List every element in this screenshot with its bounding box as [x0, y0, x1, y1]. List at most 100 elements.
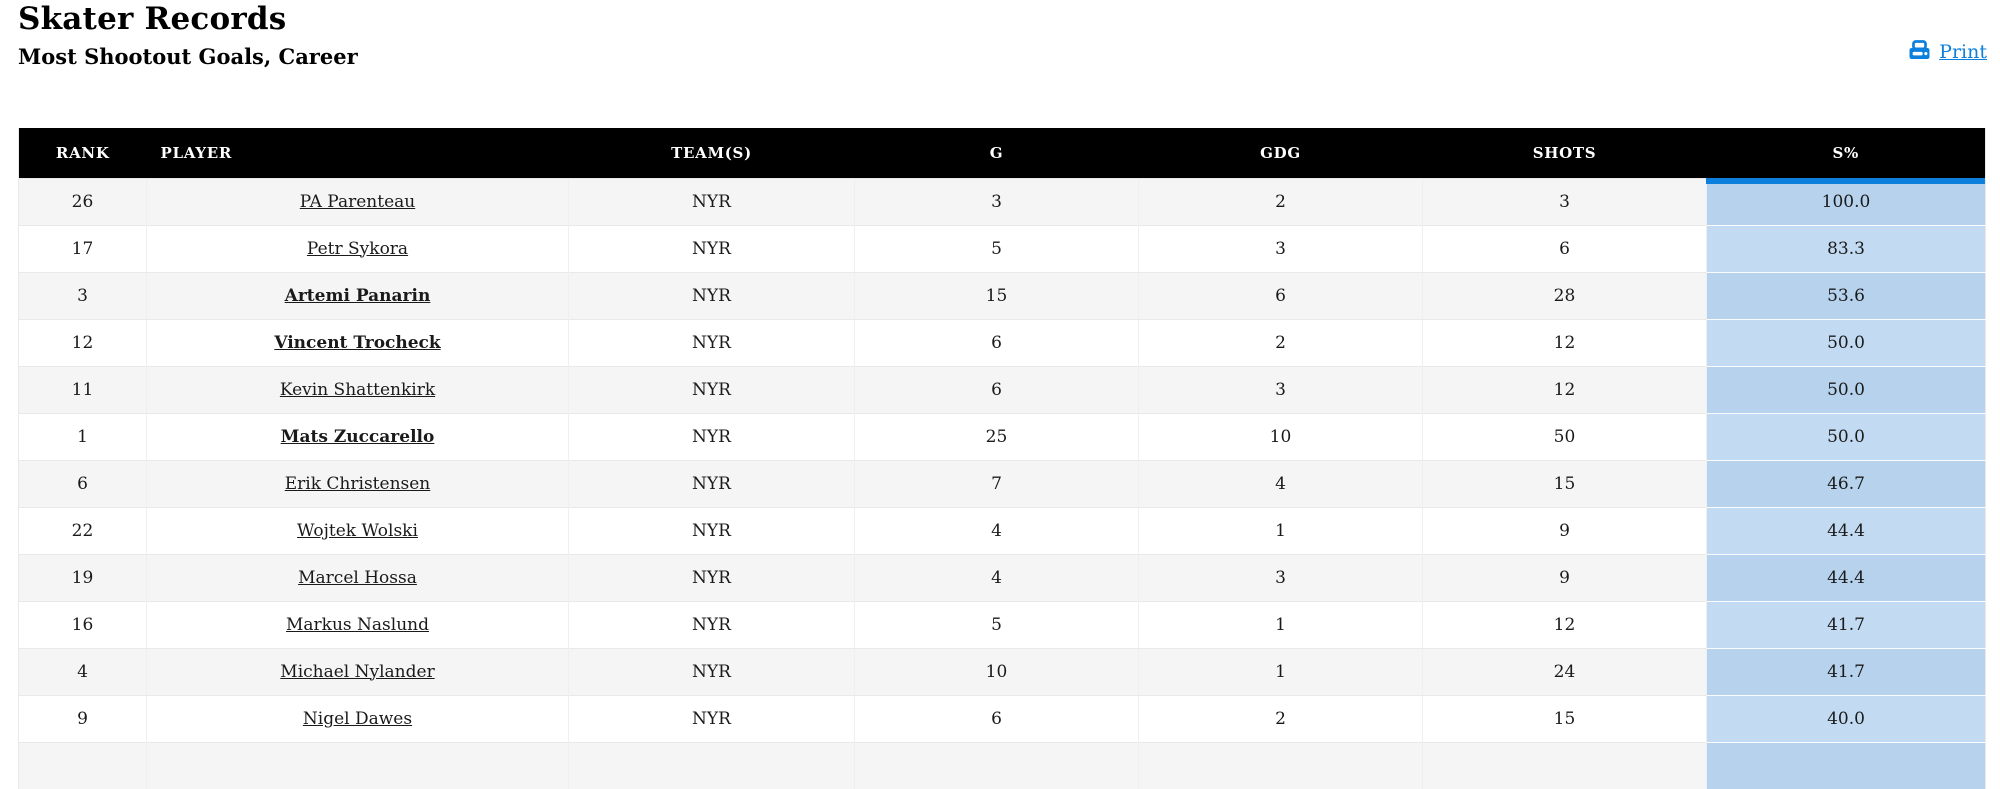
cell-shots: 6 — [1422, 224, 1707, 272]
cell-team: NYR — [568, 459, 855, 507]
table-row: 19 Marcel Hossa NYR 4 3 9 44.4 — [18, 553, 1986, 601]
player-link[interactable]: PA Parenteau — [299, 191, 416, 212]
cell-gdg: 6 — [1138, 271, 1423, 319]
cell-team: NYR — [568, 271, 855, 319]
table-row: 11 Kevin Shattenkirk NYR 6 3 12 50.0 — [18, 365, 1986, 413]
stats-table-container: RANK PLAYER TEAM(S) G GDG SHOTS S% 26 PA … — [18, 128, 1986, 789]
table-row: 22 Wojtek Wolski NYR 4 1 9 44.4 — [18, 506, 1986, 554]
cell-shots: 24 — [1422, 647, 1707, 695]
column-header-player[interactable]: PLAYER — [146, 128, 569, 178]
cell-rank: 22 — [18, 506, 147, 554]
cell-g: 5 — [854, 600, 1139, 648]
table-row: 17 Petr Sykora NYR 5 3 6 83.3 — [18, 224, 1986, 272]
cell-shots: 9 — [1422, 506, 1707, 554]
cell-player: Kevin Shattenkirk — [146, 365, 569, 413]
table-row: 1 Mats Zuccarello NYR 25 10 50 50.0 — [18, 412, 1986, 460]
cell-player: Nigel Dawes — [146, 694, 569, 742]
cell-shots: 15 — [1422, 459, 1707, 507]
cell-s-pct: 44.4 — [1706, 553, 1986, 601]
cell-s-pct: 50.0 — [1706, 318, 1986, 366]
cell-team: NYR — [568, 694, 855, 742]
cell-team: NYR — [568, 365, 855, 413]
column-header-spct[interactable]: S% — [1706, 128, 1986, 178]
cell-gdg: 3 — [1138, 553, 1423, 601]
player-link[interactable]: Mats Zuccarello — [280, 426, 435, 447]
cell-rank: 4 — [18, 647, 147, 695]
cell-player: Petr Sykora — [146, 224, 569, 272]
player-link[interactable]: Wojtek Wolski — [297, 520, 418, 541]
cell-gdg: 3 — [1138, 224, 1423, 272]
cell-g: 6 — [854, 365, 1139, 413]
cell-s-pct: 46.7 — [1706, 459, 1986, 507]
cell-team: NYR — [568, 412, 855, 460]
cell-player: PA Parenteau — [146, 177, 569, 225]
cell-gdg: 1 — [1138, 506, 1423, 554]
cell-rank: 9 — [18, 694, 147, 742]
cell-player: Erik Christensen — [146, 459, 569, 507]
cell-team: NYR — [568, 647, 855, 695]
cell-team: NYR — [568, 553, 855, 601]
cell-rank: 17 — [18, 224, 147, 272]
cell-gdg: 1 — [1138, 647, 1423, 695]
cell-g: 10 — [854, 647, 1139, 695]
cell-player: Artemi Panarin — [146, 271, 569, 319]
cell-player: Mats Zuccarello — [146, 412, 569, 460]
cell-shots: 12 — [1422, 318, 1707, 366]
column-header-rank[interactable]: RANK — [18, 128, 147, 178]
column-header-gdg[interactable]: GDG — [1138, 128, 1423, 178]
player-link[interactable]: Nigel Dawes — [302, 708, 413, 729]
player-link[interactable]: Kevin Shattenkirk — [279, 379, 436, 400]
cell-g: 4 — [854, 506, 1139, 554]
player-link[interactable]: Markus Naslund — [286, 614, 429, 635]
print-link[interactable]: Print — [1907, 39, 1987, 64]
cell-gdg: 1 — [1138, 600, 1423, 648]
cell-team: NYR — [568, 506, 855, 554]
player-link[interactable]: Marcel Hossa — [298, 567, 417, 588]
cell-g: 3 — [854, 177, 1139, 225]
cell-player: Marcel Hossa — [146, 553, 569, 601]
table-row: 6 Erik Christensen NYR 7 4 15 46.7 — [18, 459, 1986, 507]
column-header-shots[interactable]: SHOTS — [1422, 128, 1707, 178]
cell-rank: 1 — [18, 412, 147, 460]
cell-shots: 9 — [1422, 553, 1707, 601]
cell-empty — [146, 741, 569, 789]
cell-shots: 12 — [1422, 600, 1707, 648]
player-link[interactable]: Artemi Panarin — [284, 285, 431, 306]
player-link[interactable]: Michael Nylander — [280, 661, 435, 682]
cell-rank: 16 — [18, 600, 147, 648]
cell-empty — [1138, 741, 1423, 789]
cell-shots: 50 — [1422, 412, 1707, 460]
header-row: RANK PLAYER TEAM(S) G GDG SHOTS S% — [18, 128, 1986, 178]
cell-rank: 12 — [18, 318, 147, 366]
cell-player: Markus Naslund — [146, 600, 569, 648]
column-header-teams[interactable]: TEAM(S) — [568, 128, 855, 178]
cell-player: Michael Nylander — [146, 647, 569, 695]
cell-g: 15 — [854, 271, 1139, 319]
cell-g: 6 — [854, 694, 1139, 742]
cell-g: 4 — [854, 553, 1139, 601]
table-row-partial — [18, 741, 1986, 789]
column-header-g[interactable]: G — [854, 128, 1139, 178]
player-link[interactable]: Vincent Trocheck — [274, 332, 441, 353]
cell-shots: 15 — [1422, 694, 1707, 742]
cell-g: 7 — [854, 459, 1139, 507]
skater-records-table: RANK PLAYER TEAM(S) G GDG SHOTS S% 26 PA … — [18, 128, 1986, 789]
cell-rank: 19 — [18, 553, 147, 601]
cell-rank: 6 — [18, 459, 147, 507]
cell-player: Vincent Trocheck — [146, 318, 569, 366]
printer-icon — [1907, 39, 1932, 64]
player-link[interactable]: Petr Sykora — [306, 238, 409, 259]
cell-gdg: 2 — [1138, 318, 1423, 366]
player-link[interactable]: Erik Christensen — [284, 473, 431, 494]
table-row: 9 Nigel Dawes NYR 6 2 15 40.0 — [18, 694, 1986, 742]
cell-player: Wojtek Wolski — [146, 506, 569, 554]
cell-s-pct: 100.0 — [1706, 177, 1986, 225]
cell-s-pct: 50.0 — [1706, 412, 1986, 460]
cell-team: NYR — [568, 177, 855, 225]
cell-g: 6 — [854, 318, 1139, 366]
table-row: 12 Vincent Trocheck NYR 6 2 12 50.0 — [18, 318, 1986, 366]
cell-rank: 3 — [18, 271, 147, 319]
page-subtitle: Most Shootout Goals, Career — [18, 43, 358, 69]
cell-gdg: 4 — [1138, 459, 1423, 507]
cell-s-pct: 53.6 — [1706, 271, 1986, 319]
